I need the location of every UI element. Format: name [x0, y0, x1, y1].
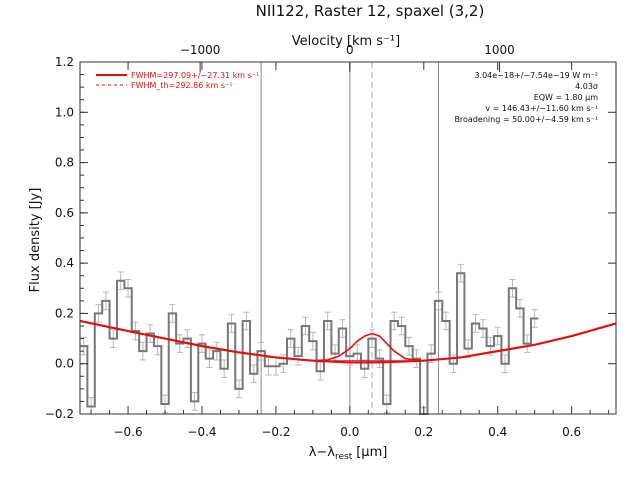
x-tick-label: −0.4: [187, 425, 216, 439]
annotation-eqw: EQW = 1.80 μm: [534, 93, 598, 102]
annotation-significance: 4.03σ: [575, 82, 598, 91]
annotation-velocity: v = 146.43+/−11.60 km s⁻¹: [485, 104, 598, 113]
spectrum-step-line: [80, 272, 539, 415]
y-tick-label: 1.2: [55, 55, 74, 69]
x-axis-label: λ−λrest [μm]: [309, 445, 388, 462]
top-tick-label: 0: [346, 43, 354, 57]
y-tick-label: 0.0: [55, 357, 74, 371]
axes: −0.6 −0.4 −0.2 0.0 0.2 0.4 0.6 −0.2 0.0 0.2 0.4 0.6…: [45, 43, 616, 439]
y-tick-label: −0.2: [45, 407, 74, 421]
x-tick-label: 0.0: [340, 425, 359, 439]
x-axis-label-subscript: rest: [335, 452, 353, 462]
x-tick-label: 0.6: [562, 425, 581, 439]
fit-curves: [79, 319, 617, 364]
top-tick-label: 1000: [484, 43, 515, 57]
annotation-flux: 3.04e−18+/−7.54e−19 W m⁻²: [474, 71, 598, 80]
y-axis-label: Flux density [Jy]: [28, 188, 43, 293]
y-tick-label: 0.6: [55, 206, 74, 220]
y-tick-label: 0.8: [55, 156, 74, 170]
top-axis-label: Velocity [km s⁻¹]: [292, 34, 400, 49]
continuum-fit-curve: [79, 319, 617, 364]
x-axis-label-main: λ−λ: [309, 445, 336, 460]
x-tick-label: 0.2: [414, 425, 433, 439]
annotation-broadening: Broadening = 50.00+/−4.59 km s⁻¹: [454, 115, 598, 124]
gaussian-line-fit-curve: [312, 332, 424, 362]
x-axis-label-unit: [μm]: [356, 445, 387, 460]
legend-label-fwhm: FWHM=297.09+/−27.31 km s⁻¹: [131, 71, 259, 80]
legend: FWHM=297.09+/−27.31 km s⁻¹ FWHM_th=292.8…: [96, 71, 259, 90]
x-tick-label: −0.2: [261, 425, 290, 439]
legend-label-fwhm-th: FWHM_th=292.86 km s⁻¹: [131, 81, 232, 90]
chart-title: NII122, Raster 12, spaxel (3,2): [256, 2, 485, 20]
fit-annotations: 3.04e−18+/−7.54e−19 W m⁻² 4.03σ EQW = 1.…: [454, 71, 598, 124]
y-tick-label: 0.4: [55, 256, 74, 270]
y-tick-label: 0.2: [55, 306, 74, 320]
y-tick-label: 1.0: [55, 105, 74, 119]
top-tick-label: −1000: [180, 43, 221, 57]
spectrum-series: [80, 263, 539, 415]
x-tick-label: 0.4: [488, 425, 507, 439]
x-tick-label: −0.6: [113, 425, 142, 439]
